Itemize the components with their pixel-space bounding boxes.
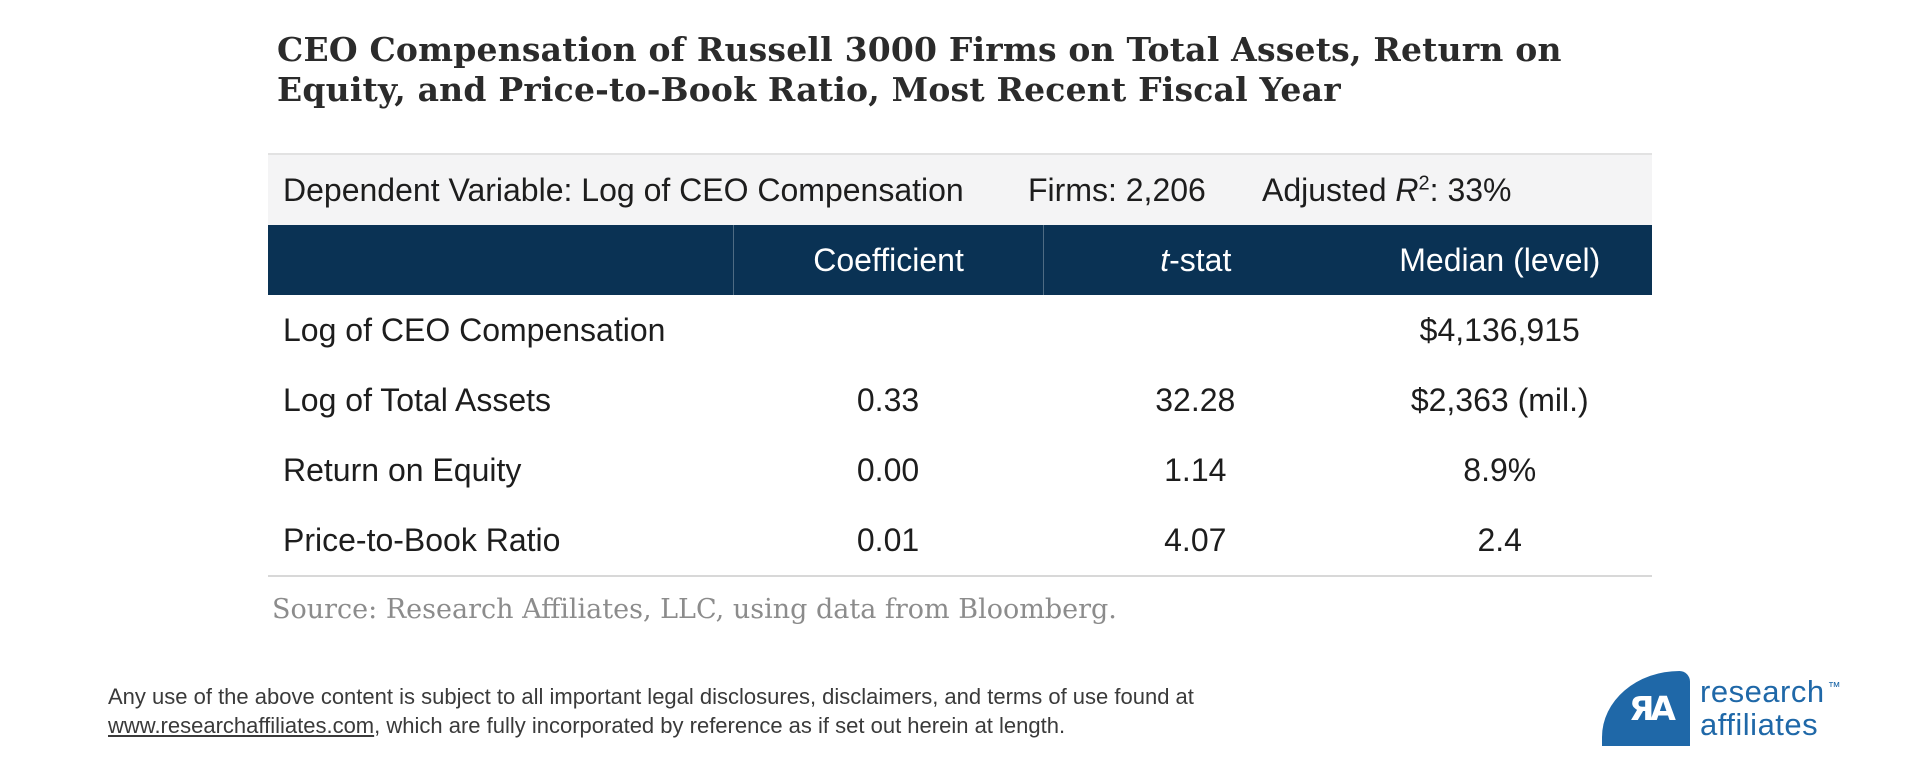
r-symbol: R: [1395, 172, 1419, 208]
table-row-log-ceo-compensation: Log of CEO Compensation $4,136,915: [268, 295, 1652, 365]
source-note: Source: Research Affiliates, LLC, using …: [272, 594, 1117, 625]
median-value: $4,136,915: [1419, 311, 1580, 348]
research-affiliates-logo: ЯA research ™ affiliates: [1602, 671, 1841, 746]
coefficient-value: 0.01: [856, 521, 920, 558]
r-superscript: 2: [1418, 172, 1430, 195]
median-value: 2.4: [1477, 521, 1522, 558]
coefficient-value: 0.33: [856, 381, 920, 418]
row-label: Price-to-Book Ratio: [283, 521, 561, 558]
median-value: $2,363 (mil.): [1410, 381, 1589, 418]
adjusted-r2: Adjusted R2: 33%: [1262, 172, 1512, 208]
researchaffiliates-link[interactable]: www.researchaffiliates.com: [108, 713, 375, 738]
median-value: 8.9%: [1463, 451, 1537, 488]
table-body: Log of CEO Compensation $4,136,915 Log o…: [268, 295, 1652, 577]
figure-title-line1: CEO Compensation of Russell 3000 Firms o…: [277, 30, 1562, 69]
figure-title-line2: Equity, and Price-to-Book Ratio, Most Re…: [277, 70, 1341, 109]
row-label: Return on Equity: [283, 451, 522, 488]
t-stat-value: [1043, 295, 1347, 365]
dependent-variable-label: Dependent Variable: Log of CEO Compensat…: [283, 172, 964, 208]
t-stat-value: 32.28: [1155, 381, 1236, 418]
firms-count: Firms: 2,206: [1028, 172, 1206, 208]
table-row-log-total-assets: Log of Total Assets 0.33 32.28 $2,363 (m…: [268, 365, 1652, 435]
row-label: Log of CEO Compensation: [283, 311, 666, 348]
col-header-coefficient: Coefficient: [733, 225, 1043, 295]
legal-disclaimer-line1: Any use of the above content is subject …: [108, 684, 1194, 709]
t-stat-value: 4.07: [1164, 521, 1227, 558]
summary-bar: Dependent Variable: Log of CEO Compensat…: [268, 153, 1652, 225]
t-stat-value: 1.14: [1164, 451, 1227, 488]
col-header-median-level: Median (level): [1399, 241, 1601, 278]
table-row-price-to-book: Price-to-Book Ratio 0.01 4.07 2.4: [268, 505, 1652, 575]
col-header-empty: [268, 225, 733, 295]
coefficient-value: [733, 295, 1043, 365]
ra-monogram: ЯA: [1629, 689, 1676, 728]
research-affiliates-wordmark: research ™ affiliates: [1700, 671, 1841, 741]
trademark-symbol: ™: [1827, 678, 1842, 694]
table-header-row: Coefficient t -stat Median (level): [268, 225, 1652, 295]
legal-disclaimer-line2: www.researchaffiliates.com, which are fu…: [108, 713, 1066, 738]
col-header-t-stat: t -stat: [1043, 225, 1347, 295]
figure-title: CEO Compensation of Russell 3000 Firms o…: [277, 30, 1562, 110]
wordmark-line1: research ™: [1700, 674, 1842, 709]
wordmark-line2: affiliates: [1700, 707, 1819, 742]
table-row-return-on-equity: Return on Equity 0.00 1.14 8.9%: [268, 435, 1652, 505]
coefficient-value: 0.00: [856, 451, 920, 488]
research-affiliates-logo-icon: ЯA: [1602, 671, 1690, 746]
row-label: Log of Total Assets: [283, 381, 552, 418]
legal-disclaimer: Any use of the above content is subject …: [108, 682, 1194, 740]
